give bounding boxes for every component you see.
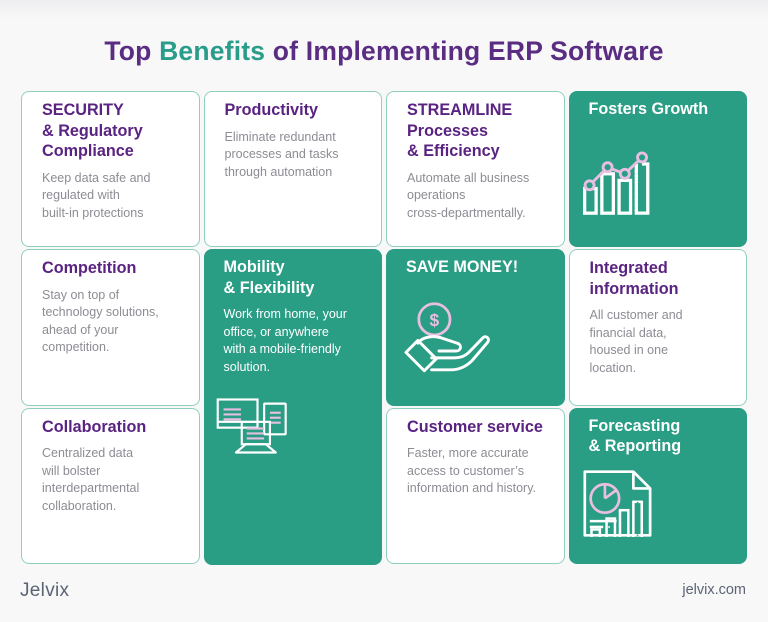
svg-text:$: $ [430, 310, 440, 330]
